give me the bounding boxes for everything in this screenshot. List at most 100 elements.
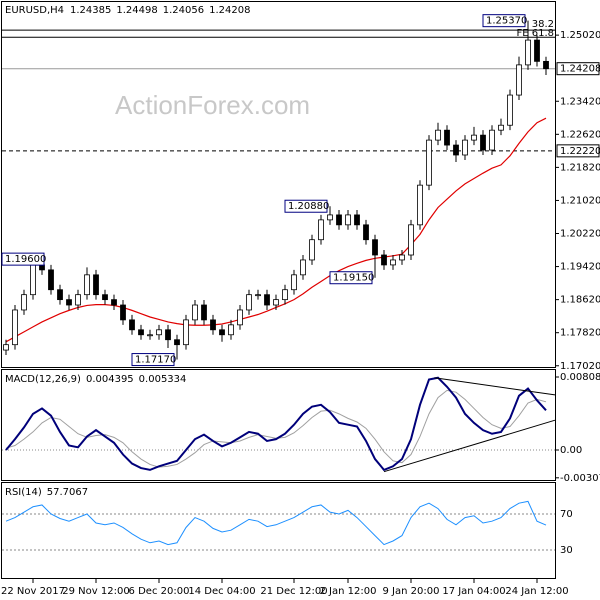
price-annotation: 1.19600 [5,254,46,265]
open: 1.24385 [70,5,111,16]
macd-trendline [434,377,556,396]
candle-body [111,299,117,306]
candle-body [246,294,252,311]
macd-title: MACD(12,26,9) [5,374,81,385]
low: 1.24056 [163,5,204,16]
candle-body [147,334,153,337]
candle-body [516,64,522,96]
candle-body [264,294,270,306]
y-tick-label: 1.22620 [560,129,600,140]
price-panel [1,1,556,368]
candle-body [426,139,432,186]
candle-body [30,264,36,296]
price-annotation: 1.19150 [333,273,374,284]
candle-body [12,309,18,346]
candle-body [534,39,540,62]
candle-body [399,254,405,261]
y-tick-label: 1.18620 [560,295,600,306]
macd-tick-label: 0.00 [560,445,582,456]
y-tick-label: 1.20220 [560,229,600,240]
candle-body [174,339,180,346]
y-tick-label: 1.21020 [560,195,600,206]
candle-body [255,294,261,297]
y-tick-label: 1.17020 [560,361,600,372]
price-annotation-box [1,252,45,266]
y-tick-label: 1.25020 [560,30,600,41]
candle-body [336,214,342,226]
signal-value: 0.005334 [139,374,187,385]
macd-tick-label: 0.00808 [560,372,600,383]
candle-body [444,129,450,146]
macd-tick-label: -0.003078 [560,473,600,484]
candle-body [543,60,549,70]
candle-body [300,259,306,276]
candle-body [183,319,189,346]
current-price-label: 1.24208 [560,64,600,75]
macd-line [5,376,547,472]
candle-body [435,129,441,141]
current-price-box [556,62,600,76]
y-tick-label: 1.21820 [560,162,600,173]
price-annotation: 1.20880 [288,201,329,212]
candle-body [498,124,504,131]
high: 1.24498 [116,5,157,16]
rsi-line [5,500,547,546]
candle-body [408,224,414,256]
candle-body [462,139,468,156]
price-annotation: 1.17170 [135,355,176,366]
candle-body [489,129,495,151]
candle-body [471,134,477,141]
rsi-header: RSI(14) 57.7067 [5,487,88,498]
candle-body [525,39,531,66]
candle-body [156,329,162,336]
macd-trendline [383,419,556,473]
candle-body [219,329,225,336]
y-tick-label: 1.23420 [560,96,600,107]
level-box [556,144,600,158]
price-annotation-box [329,271,373,285]
candle-body [354,214,360,226]
price-annotation-box [284,199,328,213]
rsi-panel [1,482,556,579]
rsi-title: RSI(14) [5,487,42,498]
x-tick-label: 14 Dec 04:00 [188,586,255,597]
candle-body [57,289,63,301]
candle-body [282,289,288,301]
level-label: 1.22220 [560,146,600,157]
candle-body [129,319,135,331]
candle-body [327,214,333,221]
macd-header: MACD(12,26,9) 0.004395 0.005334 [5,374,186,385]
candle-body [192,304,198,321]
fib-label: FE 61.8 [516,28,554,39]
candle-body [84,274,90,296]
candle-body [66,299,72,306]
candle-body [390,259,396,266]
y-tick-label: 1.17820 [560,328,600,339]
rsi-tick-label: 70 [560,509,573,520]
candle-body [165,329,171,341]
candle-body [345,214,351,226]
candle-body [21,294,27,311]
macd-value: 0.004395 [86,374,134,385]
candle-body [237,309,243,326]
candle-body [102,294,108,301]
candle-body [138,329,144,336]
x-tick-label: 9 Jan 20:00 [383,586,440,597]
y-tick-label: 1.19420 [560,262,600,273]
fib-label: 38.2 [532,19,554,30]
candle-body [120,304,126,321]
price-annotation: 1.25370 [486,16,527,27]
candle-body [93,274,99,296]
rsi-tick-label: 30 [560,545,573,556]
x-tick-label: 6 Dec 20:00 [129,586,190,597]
candle-body [480,134,486,151]
candle-body [381,254,387,266]
candle-body [417,184,423,226]
x-tick-label: 21 Dec 12:00 [260,586,327,597]
x-tick-label: 29 Nov 12:00 [62,586,129,597]
candle-body [507,94,513,126]
candle-body [318,219,324,241]
